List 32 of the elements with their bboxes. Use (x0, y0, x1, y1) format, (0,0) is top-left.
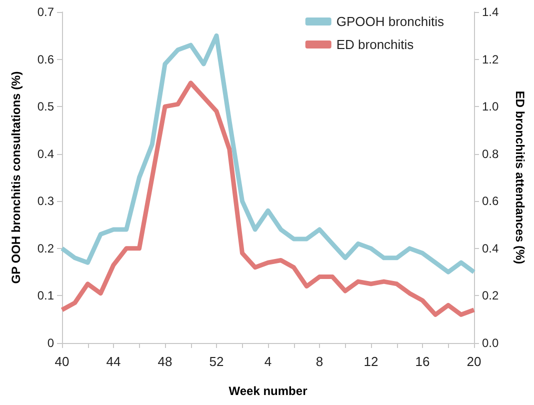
y2-tick-label: 0.0 (482, 336, 500, 350)
y2-tick-label: 0.2 (482, 288, 500, 303)
y2-tick-label: 0.4 (482, 241, 500, 256)
legend-label: GPOOH bronchitis (336, 14, 444, 29)
x-tick-label: 8 (316, 354, 324, 369)
x-tick-label: 4 (264, 354, 272, 369)
y2-tick-label: 1.2 (482, 52, 500, 66)
x-tick-label: 16 (415, 354, 430, 369)
x-tick-label: 44 (106, 354, 121, 369)
y2-tick-label: 1.4 (482, 5, 500, 19)
x-tick-label: 48 (158, 354, 172, 369)
x-tick-label: 52 (209, 354, 224, 369)
y2-tick-label: 0.8 (482, 146, 500, 161)
x-tick-label: 20 (466, 354, 482, 369)
x-axis-title: Week number (228, 384, 308, 398)
x-tick-label: 40 (54, 354, 70, 369)
y-tick-label: 0.1 (37, 288, 54, 303)
y-tick-label: 0.5 (37, 100, 54, 114)
y-tick-label: 0.2 (37, 241, 54, 256)
y-tick-label: 0 (47, 336, 54, 350)
x-tick-label: 12 (364, 354, 378, 369)
line-series (60, 80, 476, 317)
legend-label: ED bronchitis (336, 37, 414, 52)
y2-tick-label: 1.0 (482, 100, 500, 114)
line-series (60, 33, 476, 274)
y2-tick-label: 0.6 (482, 194, 500, 208)
y-tick-label: 0.7 (37, 5, 54, 19)
y-tick-label: 0.6 (37, 52, 54, 66)
y-tick-label: 0.3 (37, 194, 54, 208)
y2-axis-title: ED bronchitis attendances (%) (513, 90, 527, 264)
y-tick-label: 0.4 (37, 146, 54, 161)
y-axis-title: GP OOH bronchitis consultations (%) (9, 71, 23, 284)
